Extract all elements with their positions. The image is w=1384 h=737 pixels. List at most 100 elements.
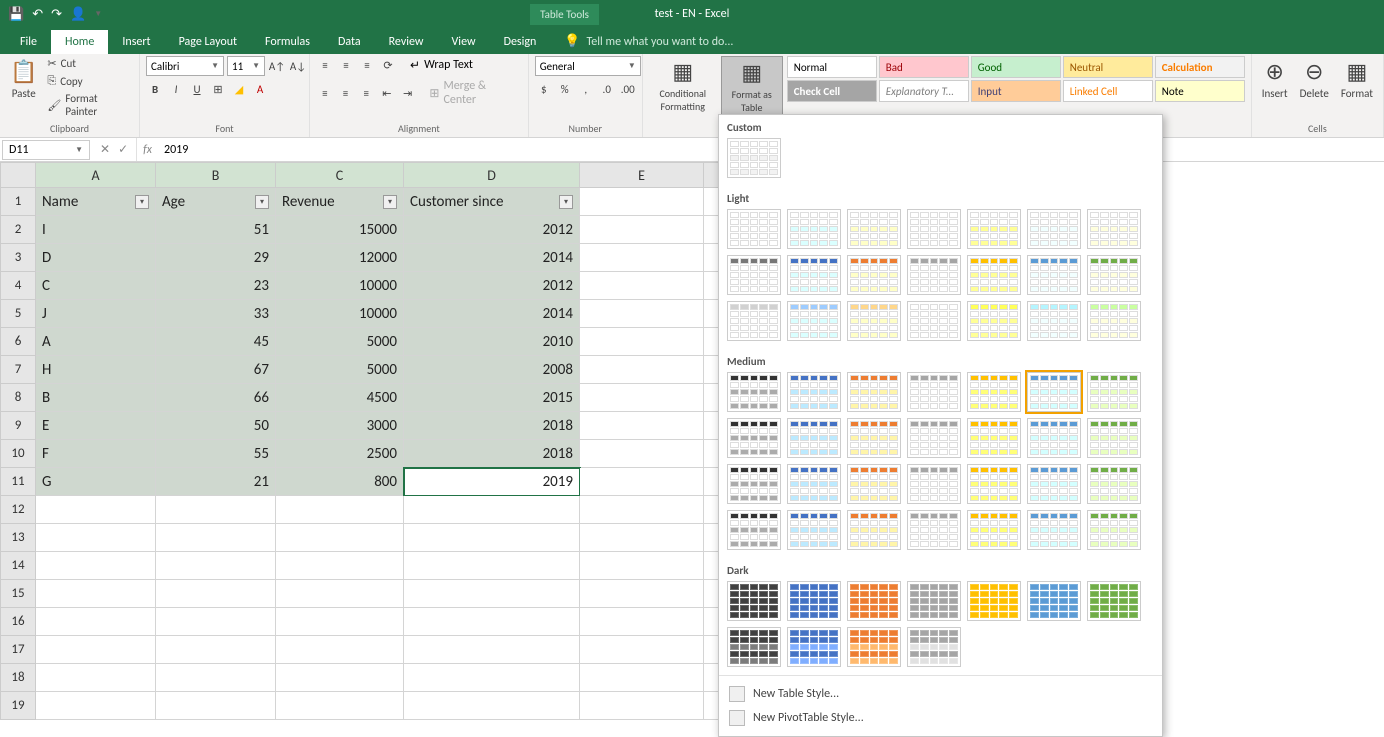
style-normal[interactable]: Normal <box>787 56 877 78</box>
row-header[interactable]: 14 <box>0 552 36 580</box>
cell[interactable]: 2015 <box>404 384 580 412</box>
font-color-button[interactable]: A <box>251 80 269 98</box>
fill-color-button[interactable]: ◢ <box>230 80 248 98</box>
align-center-button[interactable]: ≡ <box>337 84 355 102</box>
table-style-thumb[interactable] <box>907 209 961 249</box>
cell[interactable]: 50 <box>156 412 276 440</box>
cell[interactable] <box>580 496 704 524</box>
tab-file[interactable]: File <box>6 30 51 54</box>
table-style-thumb[interactable] <box>787 372 841 412</box>
cell[interactable]: 2008 <box>404 356 580 384</box>
style-explanatory[interactable]: Explanatory T... <box>879 80 969 102</box>
cell[interactable] <box>276 608 404 636</box>
tab-data[interactable]: Data <box>324 30 375 54</box>
tab-design[interactable]: Design <box>490 30 551 54</box>
cell[interactable]: G <box>36 468 156 496</box>
cell[interactable] <box>580 300 704 328</box>
table-style-thumb[interactable] <box>907 301 961 341</box>
table-style-thumb[interactable] <box>847 301 901 341</box>
table-style-thumb[interactable] <box>847 464 901 504</box>
qat-more-icon[interactable]: ▼ <box>94 9 102 19</box>
table-style-thumb[interactable] <box>727 418 781 458</box>
new-table-style-button[interactable]: New Table Style... <box>727 682 1154 706</box>
table-style-thumb[interactable] <box>1087 255 1141 295</box>
bold-button[interactable]: B <box>146 80 164 98</box>
table-style-thumb[interactable] <box>847 209 901 249</box>
cell[interactable] <box>36 552 156 580</box>
cell[interactable]: 5000 <box>276 328 404 356</box>
cell[interactable] <box>276 636 404 664</box>
table-style-thumb[interactable] <box>787 510 841 550</box>
cell[interactable]: 2018 <box>404 440 580 468</box>
tab-view[interactable]: View <box>438 30 490 54</box>
row-header[interactable]: 18 <box>0 664 36 692</box>
copy-button[interactable]: ⎘Copy <box>45 73 133 89</box>
name-box[interactable]: D11▼ <box>2 140 90 160</box>
table-style-thumb[interactable] <box>1027 255 1081 295</box>
cell[interactable] <box>404 692 580 720</box>
table-style-thumb[interactable] <box>967 255 1021 295</box>
cell[interactable]: B <box>36 384 156 412</box>
table-style-thumb[interactable] <box>967 301 1021 341</box>
style-neutral[interactable]: Neutral <box>1063 56 1153 78</box>
cell[interactable] <box>580 636 704 664</box>
table-style-thumb[interactable] <box>1087 301 1141 341</box>
cell[interactable] <box>580 468 704 496</box>
table-style-thumb[interactable] <box>727 627 781 667</box>
filter-button[interactable]: ▾ <box>255 195 269 209</box>
table-style-thumb[interactable] <box>967 209 1021 249</box>
cell[interactable]: 5000 <box>276 356 404 384</box>
enter-icon[interactable]: ✓ <box>118 142 128 157</box>
cell[interactable]: C <box>36 272 156 300</box>
format-painter-button[interactable]: 🖌Format Painter <box>45 91 133 119</box>
table-style-thumb[interactable] <box>907 627 961 667</box>
cell[interactable]: 10000 <box>276 300 404 328</box>
table-style-thumb[interactable] <box>847 627 901 667</box>
undo-icon[interactable]: ↶ <box>32 7 43 22</box>
cell[interactable]: D <box>36 244 156 272</box>
row-header[interactable]: 12 <box>0 496 36 524</box>
comma-button[interactable]: , <box>577 80 595 98</box>
cell[interactable] <box>156 636 276 664</box>
cell[interactable] <box>580 692 704 720</box>
row-header[interactable]: 5 <box>0 300 36 328</box>
cell[interactable]: 51 <box>156 216 276 244</box>
column-header[interactable]: E <box>580 162 704 188</box>
cell[interactable]: 2014 <box>404 244 580 272</box>
cell[interactable]: 2018 <box>404 412 580 440</box>
currency-button[interactable]: $ <box>535 80 553 98</box>
cell[interactable] <box>156 552 276 580</box>
shrink-font-button[interactable]: A↓ <box>289 57 307 75</box>
cell[interactable]: 2012 <box>404 272 580 300</box>
filter-button[interactable]: ▾ <box>383 195 397 209</box>
cell[interactable] <box>156 524 276 552</box>
border-button[interactable]: ⊞ <box>209 80 227 98</box>
column-header[interactable]: A <box>36 162 156 188</box>
cell[interactable] <box>36 692 156 720</box>
table-style-thumb[interactable] <box>787 581 841 621</box>
align-right-button[interactable]: ≡ <box>357 84 375 102</box>
cell[interactable]: 800 <box>276 468 404 496</box>
table-style-thumb[interactable] <box>907 418 961 458</box>
tell-me-search[interactable]: 💡Tell me what you want to do... <box>550 29 747 54</box>
filter-button[interactable]: ▾ <box>559 195 573 209</box>
cell[interactable]: 23 <box>156 272 276 300</box>
table-style-thumb[interactable] <box>727 138 781 178</box>
row-header[interactable]: 6 <box>0 328 36 356</box>
cell[interactable] <box>580 272 704 300</box>
align-middle-button[interactable]: ≡ <box>337 56 355 74</box>
cell[interactable]: 66 <box>156 384 276 412</box>
cell[interactable] <box>580 664 704 692</box>
cell[interactable] <box>404 580 580 608</box>
table-style-thumb[interactable] <box>1027 209 1081 249</box>
cell[interactable]: H <box>36 356 156 384</box>
cell[interactable]: E <box>36 412 156 440</box>
row-header[interactable]: 4 <box>0 272 36 300</box>
format-as-table-button[interactable]: ▦Format as Table <box>721 56 783 117</box>
table-style-thumb[interactable] <box>1087 581 1141 621</box>
cut-button[interactable]: ✂Cut <box>45 56 133 71</box>
row-header[interactable]: 9 <box>0 412 36 440</box>
row-header[interactable]: 8 <box>0 384 36 412</box>
cell[interactable] <box>276 692 404 720</box>
cell[interactable]: 2014 <box>404 300 580 328</box>
